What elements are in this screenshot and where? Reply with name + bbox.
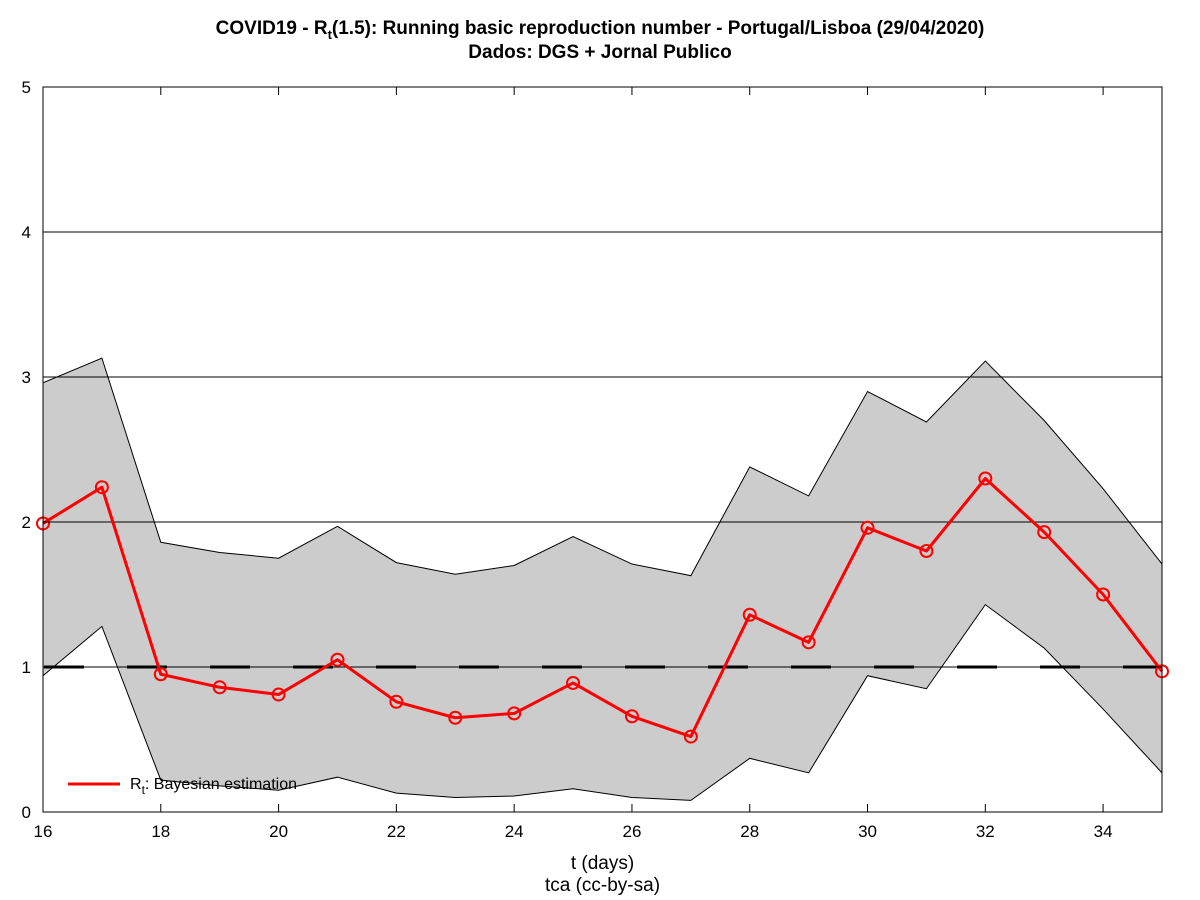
y-tick-label: 3 — [22, 368, 31, 387]
y-tick-label: 0 — [22, 803, 31, 822]
data-point — [448, 710, 463, 725]
footer-credit: tca (cc-by-sa) — [545, 875, 660, 896]
data-point — [330, 652, 345, 667]
legend-label: Rt: Bayesian estimation — [130, 776, 297, 797]
data-point — [1096, 587, 1111, 602]
data-point — [94, 480, 109, 495]
x-tick-label: 32 — [976, 822, 995, 841]
data-point — [566, 675, 581, 690]
band-lower-line — [42, 603, 1163, 801]
data-point — [507, 706, 522, 721]
band-upper-line — [42, 357, 1163, 577]
plot-frame — [42, 86, 1163, 813]
data-point — [742, 607, 757, 622]
data-point — [1037, 525, 1052, 540]
data-point — [860, 520, 875, 535]
series-line — [42, 477, 1164, 739]
x-tick-label: 28 — [740, 822, 759, 841]
y-tick-label: 1 — [22, 658, 31, 677]
x-tick-label: 20 — [269, 822, 288, 841]
confidence-band — [43, 358, 1162, 801]
x-tick-label: 22 — [387, 822, 406, 841]
x-tick-label: 34 — [1094, 822, 1113, 841]
data-point — [212, 680, 227, 695]
x-tick-label: 16 — [34, 822, 53, 841]
y-tick-label: 5 — [22, 78, 31, 97]
x-tick-label: 24 — [505, 822, 524, 841]
data-point — [389, 694, 404, 709]
y-tick-label: 2 — [22, 513, 31, 532]
data-point — [919, 544, 934, 558]
data-point — [271, 687, 286, 702]
data-point — [683, 729, 698, 744]
data-point — [978, 471, 993, 486]
chart-subtitle: Dados: DGS + Jornal Publico — [468, 42, 732, 63]
y-tick-label: 4 — [22, 223, 31, 242]
data-point — [801, 635, 816, 650]
chart-title: COVID19 - Rt(1.5): Running basic reprodu… — [215, 18, 985, 42]
x-tick-label: 18 — [151, 822, 170, 841]
data-point — [624, 709, 639, 724]
data-point — [153, 667, 168, 682]
x-tick-label: 26 — [622, 822, 641, 841]
x-axis-label: t (days) — [571, 853, 634, 874]
x-tick-label: 30 — [858, 822, 877, 841]
